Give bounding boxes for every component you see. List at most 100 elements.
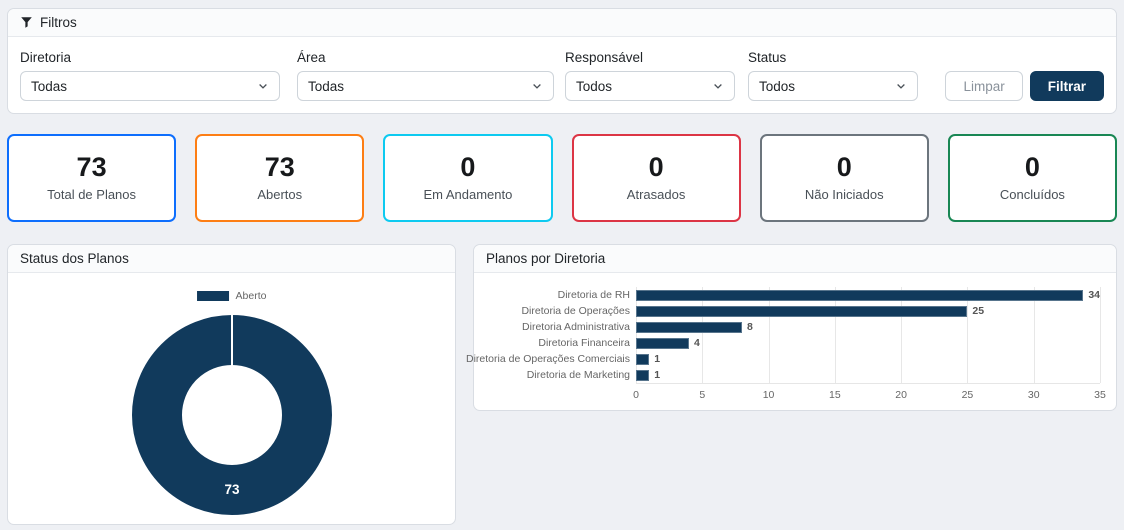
status-chart-card: Status dos Planos Aberto 73 <box>7 244 456 525</box>
bar-2[interactable] <box>636 305 968 317</box>
charts-row: Status dos Planos Aberto 73 Planos por D… <box>7 244 1117 525</box>
donut-slice-aberto[interactable]: 73 <box>127 310 337 525</box>
gridline-15 <box>834 287 836 383</box>
kpi-value: 0 <box>648 152 664 182</box>
bar-row: 4 <box>636 335 1100 351</box>
kpi-card-nao-iniciados: 0 Não Iniciados <box>759 134 929 222</box>
x-tick-25: 25 <box>961 389 974 401</box>
filter-label-status: Status <box>748 50 787 65</box>
gridline-20 <box>901 287 903 383</box>
bar-row: 34 <box>636 287 1100 303</box>
apply-filters-button[interactable]: Filtrar <box>1029 71 1104 101</box>
gridline-0 <box>636 287 637 383</box>
bar-value-label: 1 <box>654 352 661 365</box>
x-tick-5: 5 <box>699 389 706 401</box>
x-axis-ticks: 0 5 10 15 20 25 30 35 <box>633 384 1106 404</box>
bar-value-label: 25 <box>972 304 985 317</box>
kpi-value: 73 <box>76 152 107 182</box>
x-tick-35: 35 <box>1094 389 1106 401</box>
kpi-card-abertos: 73 Abertos <box>195 134 365 222</box>
gridline-25 <box>967 287 969 383</box>
x-tick-30: 30 <box>1027 389 1040 401</box>
diretoria-chart-header: Planos por Diretoria <box>474 245 1116 273</box>
bar-category-label: Diretoria Financeira <box>538 337 630 349</box>
bar-category-label: Diretoria Administrativa <box>522 321 630 333</box>
filter-field-responsavel: Responsável Todos <box>565 50 735 101</box>
bar-value-label: 1 <box>654 368 661 381</box>
kpi-card-concluidos: 0 Concluídos <box>947 134 1117 222</box>
kpi-label: Em Andamento <box>423 187 513 202</box>
kpi-value: 73 <box>264 152 295 182</box>
bar-category-label: Diretoria de RH <box>557 289 630 301</box>
kpi-row: 73 Total de Planos 73 Abertos 0 Em Andamen… <box>7 134 1117 222</box>
gridline-5 <box>702 287 704 383</box>
filter-select-status[interactable]: Todos <box>748 71 918 101</box>
filters-title: Filtros <box>40 15 77 30</box>
bar-3[interactable] <box>636 321 743 333</box>
kpi-card-atrasados: 0 Atrasados <box>571 134 741 222</box>
bar-row: 25 <box>636 303 1100 319</box>
chevron-down-icon <box>531 80 543 92</box>
bar-row: 1 <box>636 367 1100 383</box>
bar-5[interactable] <box>636 353 650 365</box>
x-tick-10: 10 <box>762 389 775 401</box>
filter-select-value-responsavel: Todos <box>576 78 613 94</box>
bar-category-label: Diretoria de Operações <box>521 305 630 317</box>
kpi-card-total-de-planos: 73 Total de Planos <box>7 134 177 222</box>
clear-filters-button[interactable]: Limpar <box>945 71 1023 101</box>
filters-card: Filtros Diretoria Todas Área Todas Respo… <box>7 8 1117 114</box>
axis-spacer <box>484 384 636 404</box>
filter-select-responsavel[interactable]: Todos <box>565 71 735 101</box>
kpi-label: Atrasados <box>626 187 686 202</box>
bar-category-label: Diretoria de Marketing <box>526 369 630 381</box>
filter-select-value-diretoria: Todas <box>31 78 68 94</box>
filter-field-diretoria: Diretoria Todas <box>20 50 280 101</box>
filter-field-area: Área Todas <box>297 50 554 101</box>
filter-select-area[interactable]: Todas <box>297 71 554 101</box>
gridline-10 <box>768 287 770 383</box>
bar-1[interactable] <box>636 289 1084 301</box>
bar-4[interactable] <box>636 337 690 349</box>
filters-header: Filtros <box>8 9 1116 37</box>
chevron-down-icon <box>712 80 724 92</box>
filter-label-area: Área <box>297 50 326 65</box>
legend-swatch <box>196 291 229 301</box>
bar-category-labels: Diretoria de RH Diretoria de Operações Dir… <box>466 287 636 384</box>
bar-6[interactable] <box>636 369 650 381</box>
bar-value-label: 4 <box>694 336 700 349</box>
kpi-label: Concluídos <box>999 187 1065 202</box>
status-chart-title: Status dos Planos <box>20 251 129 266</box>
bar-value-label: 8 <box>747 320 753 333</box>
donut-value-label: 73 <box>224 482 240 497</box>
filter-label-responsavel: Responsável <box>565 50 644 65</box>
x-tick-20: 20 <box>895 389 907 401</box>
chevron-down-icon <box>257 80 269 92</box>
bar-row: 1 <box>636 351 1100 367</box>
kpi-value: 0 <box>460 152 476 182</box>
bar-value-label: 34 <box>1088 288 1100 301</box>
diretoria-chart-title: Planos por Diretoria <box>486 251 606 266</box>
kpi-value: 0 <box>836 152 852 182</box>
kpi-card-em-andamento: 0 Em Andamento <box>383 134 553 222</box>
filter-select-diretoria[interactable]: Todas <box>20 71 280 101</box>
status-donut-chart: Aberto 73 <box>8 273 455 524</box>
chevron-down-icon <box>895 80 907 92</box>
status-chart-header: Status dos Planos <box>8 245 455 273</box>
legend-item-aberto[interactable]: Aberto <box>196 290 267 302</box>
kpi-label: Total de Planos <box>47 187 137 202</box>
bar-row: 8 <box>636 319 1100 335</box>
kpi-label: Não Iniciados <box>804 187 884 202</box>
kpi-value: 0 <box>1024 152 1040 182</box>
filter-field-status: Status Todos <box>748 50 918 101</box>
kpi-label: Abertos <box>257 187 303 202</box>
filter-buttons: Limpar Filtrar <box>945 71 1104 101</box>
gridline-35 <box>1100 287 1101 383</box>
x-tick-0: 0 <box>633 389 639 401</box>
filter-select-value-status: Todos <box>759 78 796 94</box>
diretoria-bar-chart: Diretoria de RH Diretoria de Operações Dir… <box>466 273 1116 410</box>
legend-label: Aberto <box>235 290 267 302</box>
gridline-30 <box>1033 287 1035 383</box>
filters-body: Diretoria Todas Área Todas Responsável T… <box>8 37 1116 113</box>
x-tick-15: 15 <box>829 389 841 401</box>
bar-category-label: Diretoria de Operações Comerciais <box>466 353 630 365</box>
